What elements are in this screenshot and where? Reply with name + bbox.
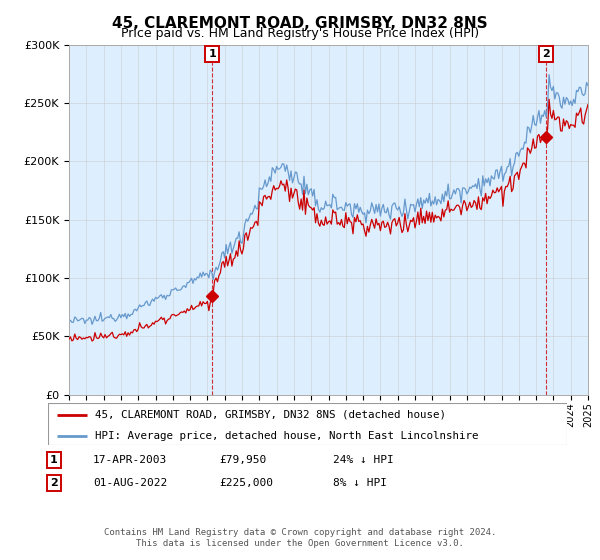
- Text: 01-AUG-2022: 01-AUG-2022: [93, 478, 167, 488]
- Text: 1: 1: [209, 49, 216, 59]
- Text: 17-APR-2003: 17-APR-2003: [93, 455, 167, 465]
- Text: £225,000: £225,000: [219, 478, 273, 488]
- Text: 2: 2: [542, 49, 550, 59]
- FancyBboxPatch shape: [48, 403, 567, 445]
- Text: 1: 1: [50, 455, 58, 465]
- Text: £79,950: £79,950: [219, 455, 266, 465]
- Text: 24% ↓ HPI: 24% ↓ HPI: [333, 455, 394, 465]
- Text: 45, CLAREMONT ROAD, GRIMSBY, DN32 8NS: 45, CLAREMONT ROAD, GRIMSBY, DN32 8NS: [112, 16, 488, 31]
- Text: Price paid vs. HM Land Registry's House Price Index (HPI): Price paid vs. HM Land Registry's House …: [121, 27, 479, 40]
- Text: 8% ↓ HPI: 8% ↓ HPI: [333, 478, 387, 488]
- Text: 2: 2: [50, 478, 58, 488]
- Text: HPI: Average price, detached house, North East Lincolnshire: HPI: Average price, detached house, Nort…: [95, 431, 478, 441]
- Text: 45, CLAREMONT ROAD, GRIMSBY, DN32 8NS (detached house): 45, CLAREMONT ROAD, GRIMSBY, DN32 8NS (d…: [95, 410, 446, 420]
- Text: Contains HM Land Registry data © Crown copyright and database right 2024.
This d: Contains HM Land Registry data © Crown c…: [104, 528, 496, 548]
